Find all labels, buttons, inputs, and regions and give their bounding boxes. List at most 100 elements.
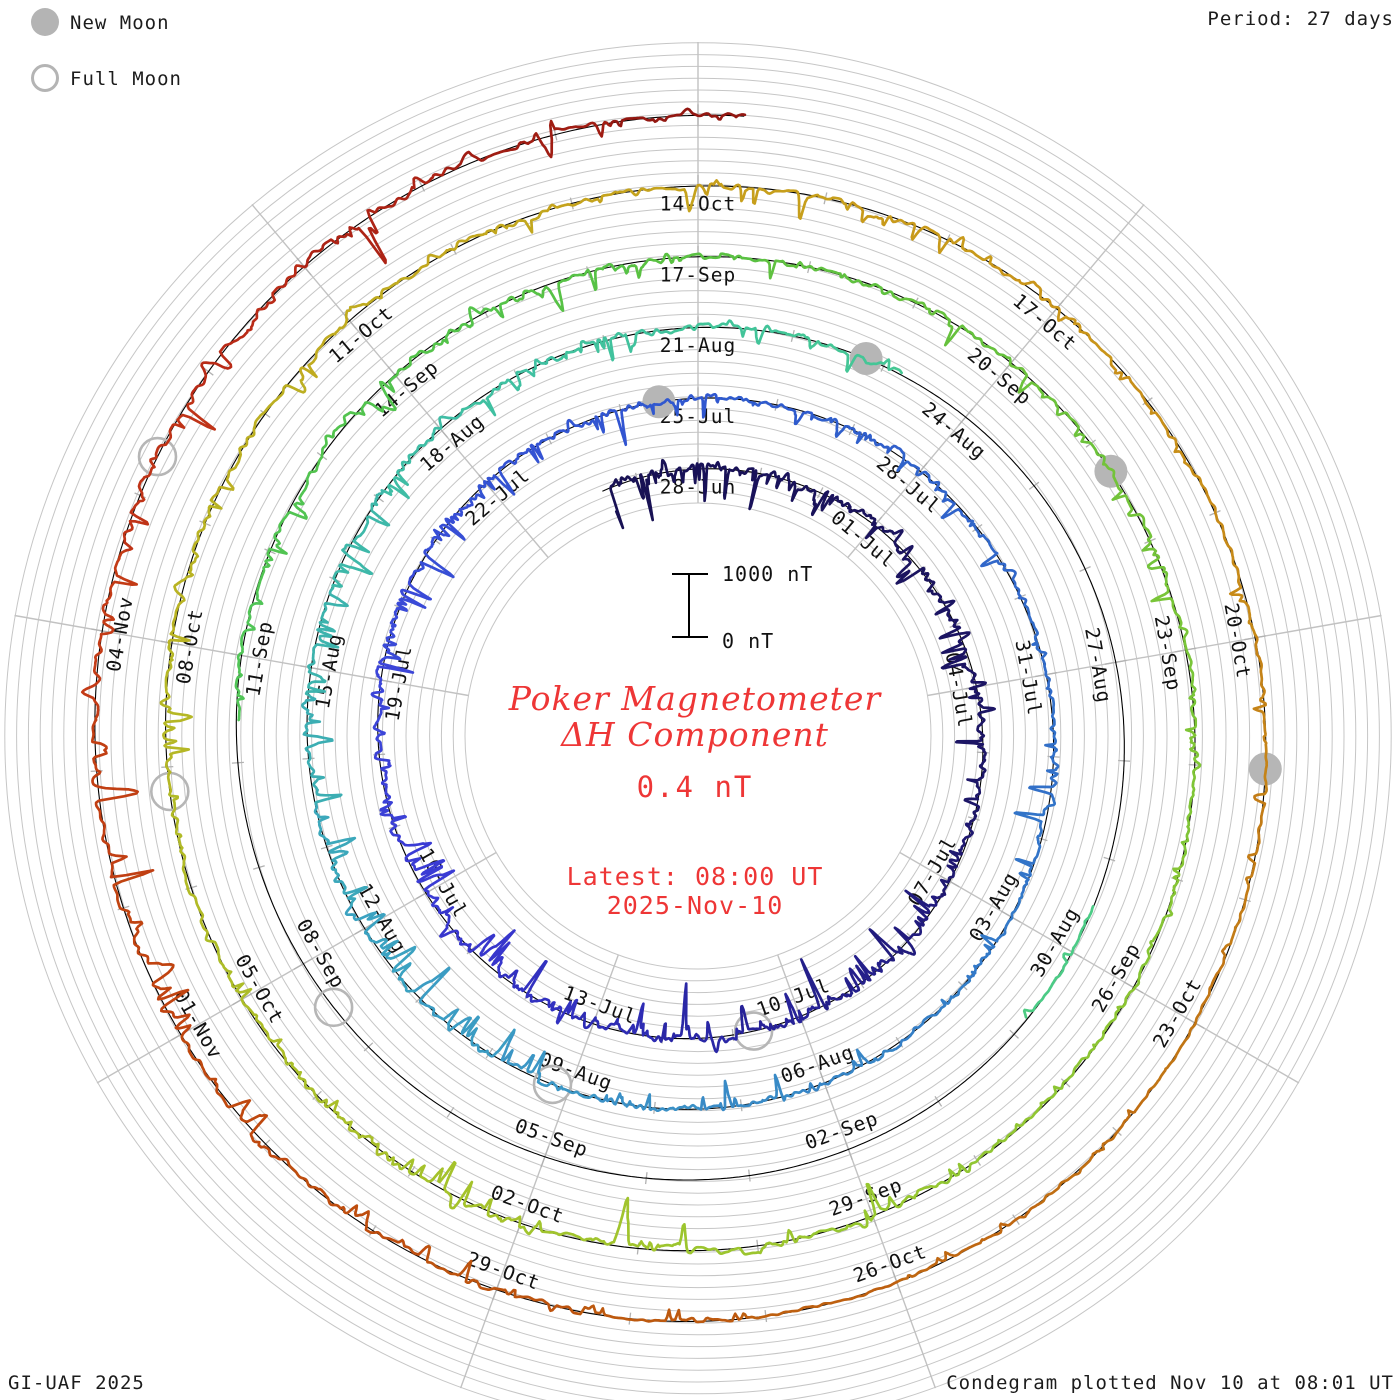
magnetometer-trace-segment xyxy=(1148,947,1227,1091)
footer-credit: GI-UAF 2025 xyxy=(8,1372,145,1394)
magnetometer-trace-segment xyxy=(539,404,630,447)
magnetometer-trace-segment xyxy=(303,167,447,269)
magnetometer-trace-segment xyxy=(936,822,974,900)
full-moon-icon xyxy=(31,64,59,92)
magnetometer-trace-segment xyxy=(963,744,987,826)
magnetometer-trace-segment xyxy=(677,460,755,503)
magnetometer-trace-segment xyxy=(180,1031,290,1163)
magnetometer-trace-segment xyxy=(412,499,474,579)
date-label: 08-Sep xyxy=(292,915,350,993)
magnetometer-trace-segment xyxy=(892,529,943,599)
magnetometer-trace-segment xyxy=(167,497,223,645)
new-moon-marker xyxy=(849,342,883,375)
date-label: 17-Sep xyxy=(660,263,736,286)
magnetometer-trace-segment xyxy=(763,258,896,298)
magnetometer-trace-segment xyxy=(782,331,896,373)
magnetometer-trace-segment xyxy=(1133,855,1185,990)
plot-title-line2: ΔH Component xyxy=(561,715,829,754)
magnetometer-trace-segment xyxy=(892,366,903,375)
scale-bar-top-cap xyxy=(672,573,708,575)
full-moon-marker xyxy=(532,1064,573,1105)
scale-bar-bottom-cap xyxy=(672,636,708,638)
magnetometer-trace-segment xyxy=(720,395,816,426)
magnetometer-trace-segment xyxy=(301,693,343,805)
magnetometer-trace-segment xyxy=(626,392,723,419)
plot-title-line1: Poker Magnetometer xyxy=(508,679,882,718)
magnetometer-trace-segment xyxy=(609,458,681,530)
data-trace xyxy=(80,107,1269,1324)
magnetometer-trace-segment xyxy=(210,378,307,501)
moon-markers xyxy=(137,342,1282,1105)
new-moon-marker xyxy=(1094,454,1128,488)
magnetometer-trace-segment xyxy=(1150,582,1197,720)
magnetometer-trace-segment xyxy=(298,276,413,382)
current-value: 0.4 nT xyxy=(636,770,754,804)
magnetometer-trace-segment xyxy=(122,393,217,552)
magnetometer-trace-segment xyxy=(696,1073,802,1112)
date-label: 05-Sep xyxy=(512,1114,592,1162)
magnetometer-trace-segment xyxy=(1223,793,1267,951)
new-moon-marker xyxy=(642,385,676,419)
date-label: 02-Oct xyxy=(488,1181,568,1229)
magnetometer-trace-segment xyxy=(424,1244,577,1315)
magnetometer-trace-segment xyxy=(500,1028,597,1100)
magnetometer-trace-segment xyxy=(373,745,407,837)
magnetometer-trace-segment xyxy=(384,410,464,500)
date-label: 08-Oct xyxy=(172,607,208,686)
date-label: 14-Oct xyxy=(660,193,736,216)
magnetometer-trace-segment xyxy=(812,415,905,455)
magnetometer-trace-segment xyxy=(204,932,287,1060)
date-label: 24-Aug xyxy=(917,397,990,464)
magnetometer-trace-segment xyxy=(190,264,306,396)
magnetometer-trace-segment xyxy=(382,570,433,661)
magnetometer-trace-segment xyxy=(895,1203,1040,1284)
radial-spoke xyxy=(927,614,1382,697)
magnetometer-trace-segment xyxy=(820,490,895,540)
date-label: 21-Aug xyxy=(660,334,736,357)
date-label: 28-Jun xyxy=(660,476,736,499)
magnetometer-trace-segment xyxy=(168,790,209,936)
new-moon-legend-label: New Moon xyxy=(70,12,170,34)
magnetometer-trace-segment xyxy=(892,979,972,1051)
date-label: 01-Jul xyxy=(826,506,899,573)
magnetometer-trace-segment xyxy=(737,1280,899,1321)
scale-bar-max-label: 1000 nT xyxy=(722,562,814,586)
magnetometer-trace-segment xyxy=(410,209,549,279)
new-moon-icon xyxy=(31,8,59,36)
magnetometer-trace-segment xyxy=(1008,362,1106,464)
date-label: 30-Aug xyxy=(1026,903,1084,981)
magnetometer-trace-segment xyxy=(331,489,391,590)
magnetometer-trace-segment xyxy=(1203,487,1259,639)
magnetometer-trace-segment xyxy=(1252,636,1269,797)
magnetometer-trace-segment xyxy=(571,1002,657,1043)
magnetometer-trace-segment xyxy=(112,873,192,1035)
magnetometer-trace-segment xyxy=(660,1222,806,1256)
magnetometer-trace-segment xyxy=(234,591,264,722)
magnetometer-trace-segment xyxy=(934,594,971,671)
scale-bar-zero-label: 0 nT xyxy=(722,629,775,653)
magnetometer-trace-segment xyxy=(91,713,155,879)
magnetometer-trace-segment xyxy=(313,802,368,907)
magnetometer-trace-segment xyxy=(668,319,786,345)
date-label: 03-Aug xyxy=(965,868,1023,946)
magnetometer-trace-segment xyxy=(990,263,1113,366)
magnetometer-trace-segment xyxy=(370,656,415,749)
date-label: 27-Aug xyxy=(1080,626,1116,705)
magnetometer-trace-segment xyxy=(388,1156,522,1228)
full-moon-legend-label: Full Moon xyxy=(70,68,182,90)
magnetometer-trace-segment xyxy=(1031,905,1095,1012)
magnetometer-trace-segment xyxy=(868,889,940,964)
magnetometer-trace-segment xyxy=(573,1304,741,1324)
latest-time: Latest: 08:00 UT xyxy=(566,862,824,891)
magnetometer-trace-segment xyxy=(159,641,193,793)
magnetometer-trace-segment xyxy=(798,1048,896,1094)
date-label: 23-Oct xyxy=(1148,974,1206,1052)
magnetometer-trace-segment xyxy=(1101,460,1169,586)
footer-plotted-timestamp: Condegram plotted Nov 10 at 08:01 UT xyxy=(946,1372,1394,1394)
magnetometer-trace-segment xyxy=(799,954,890,1011)
magnetometer-trace-segment xyxy=(1047,986,1136,1101)
magnetometer-trace-segment xyxy=(892,294,1012,366)
magnetometer-trace-segment xyxy=(444,119,614,171)
magnetometer-trace-segment xyxy=(1013,797,1056,896)
